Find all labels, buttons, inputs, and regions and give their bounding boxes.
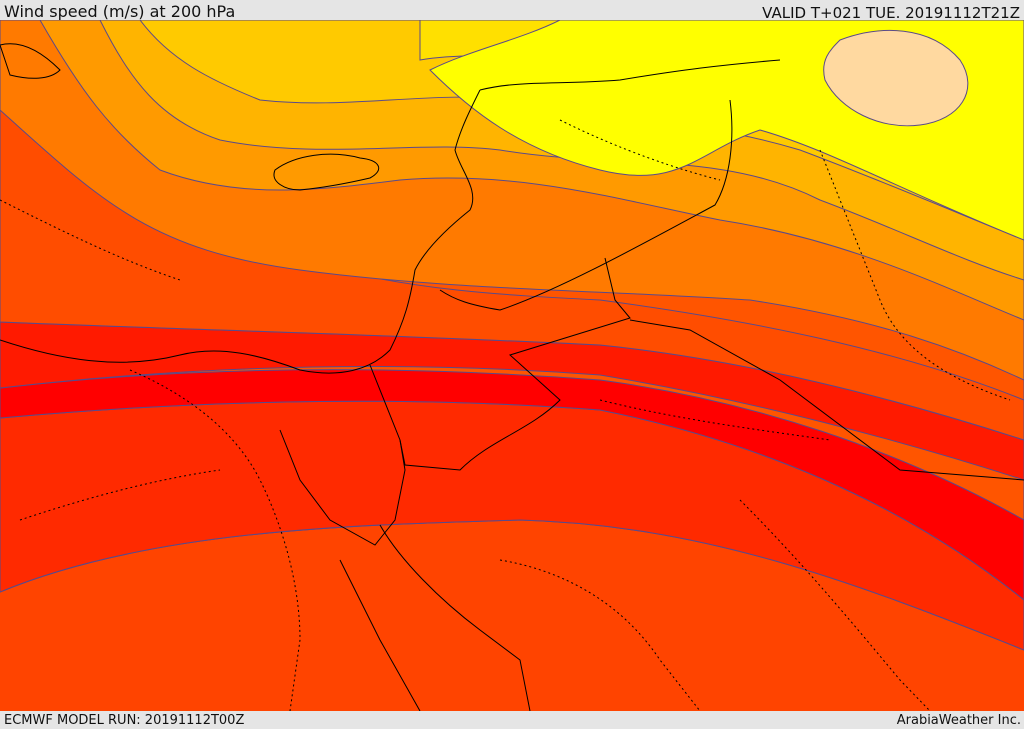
credit-label: ArabiaWeather Inc. [896, 713, 1021, 728]
country-borders [0, 59, 1024, 711]
crete-outline [0, 43, 61, 79]
band-core-red [0, 369, 1024, 601]
model-run-label: ECMWF MODEL RUN: 20191112T00Z [4, 713, 245, 728]
wind-speed-map [0, 20, 1024, 711]
band-pale-core [823, 30, 969, 127]
valid-time: VALID T+021 TUE. 20191112T21Z [762, 4, 1020, 22]
map-title: Wind speed (m/s) at 200 hPa [4, 2, 236, 21]
cyprus-island [273, 153, 380, 191]
province-borders [0, 119, 1011, 711]
